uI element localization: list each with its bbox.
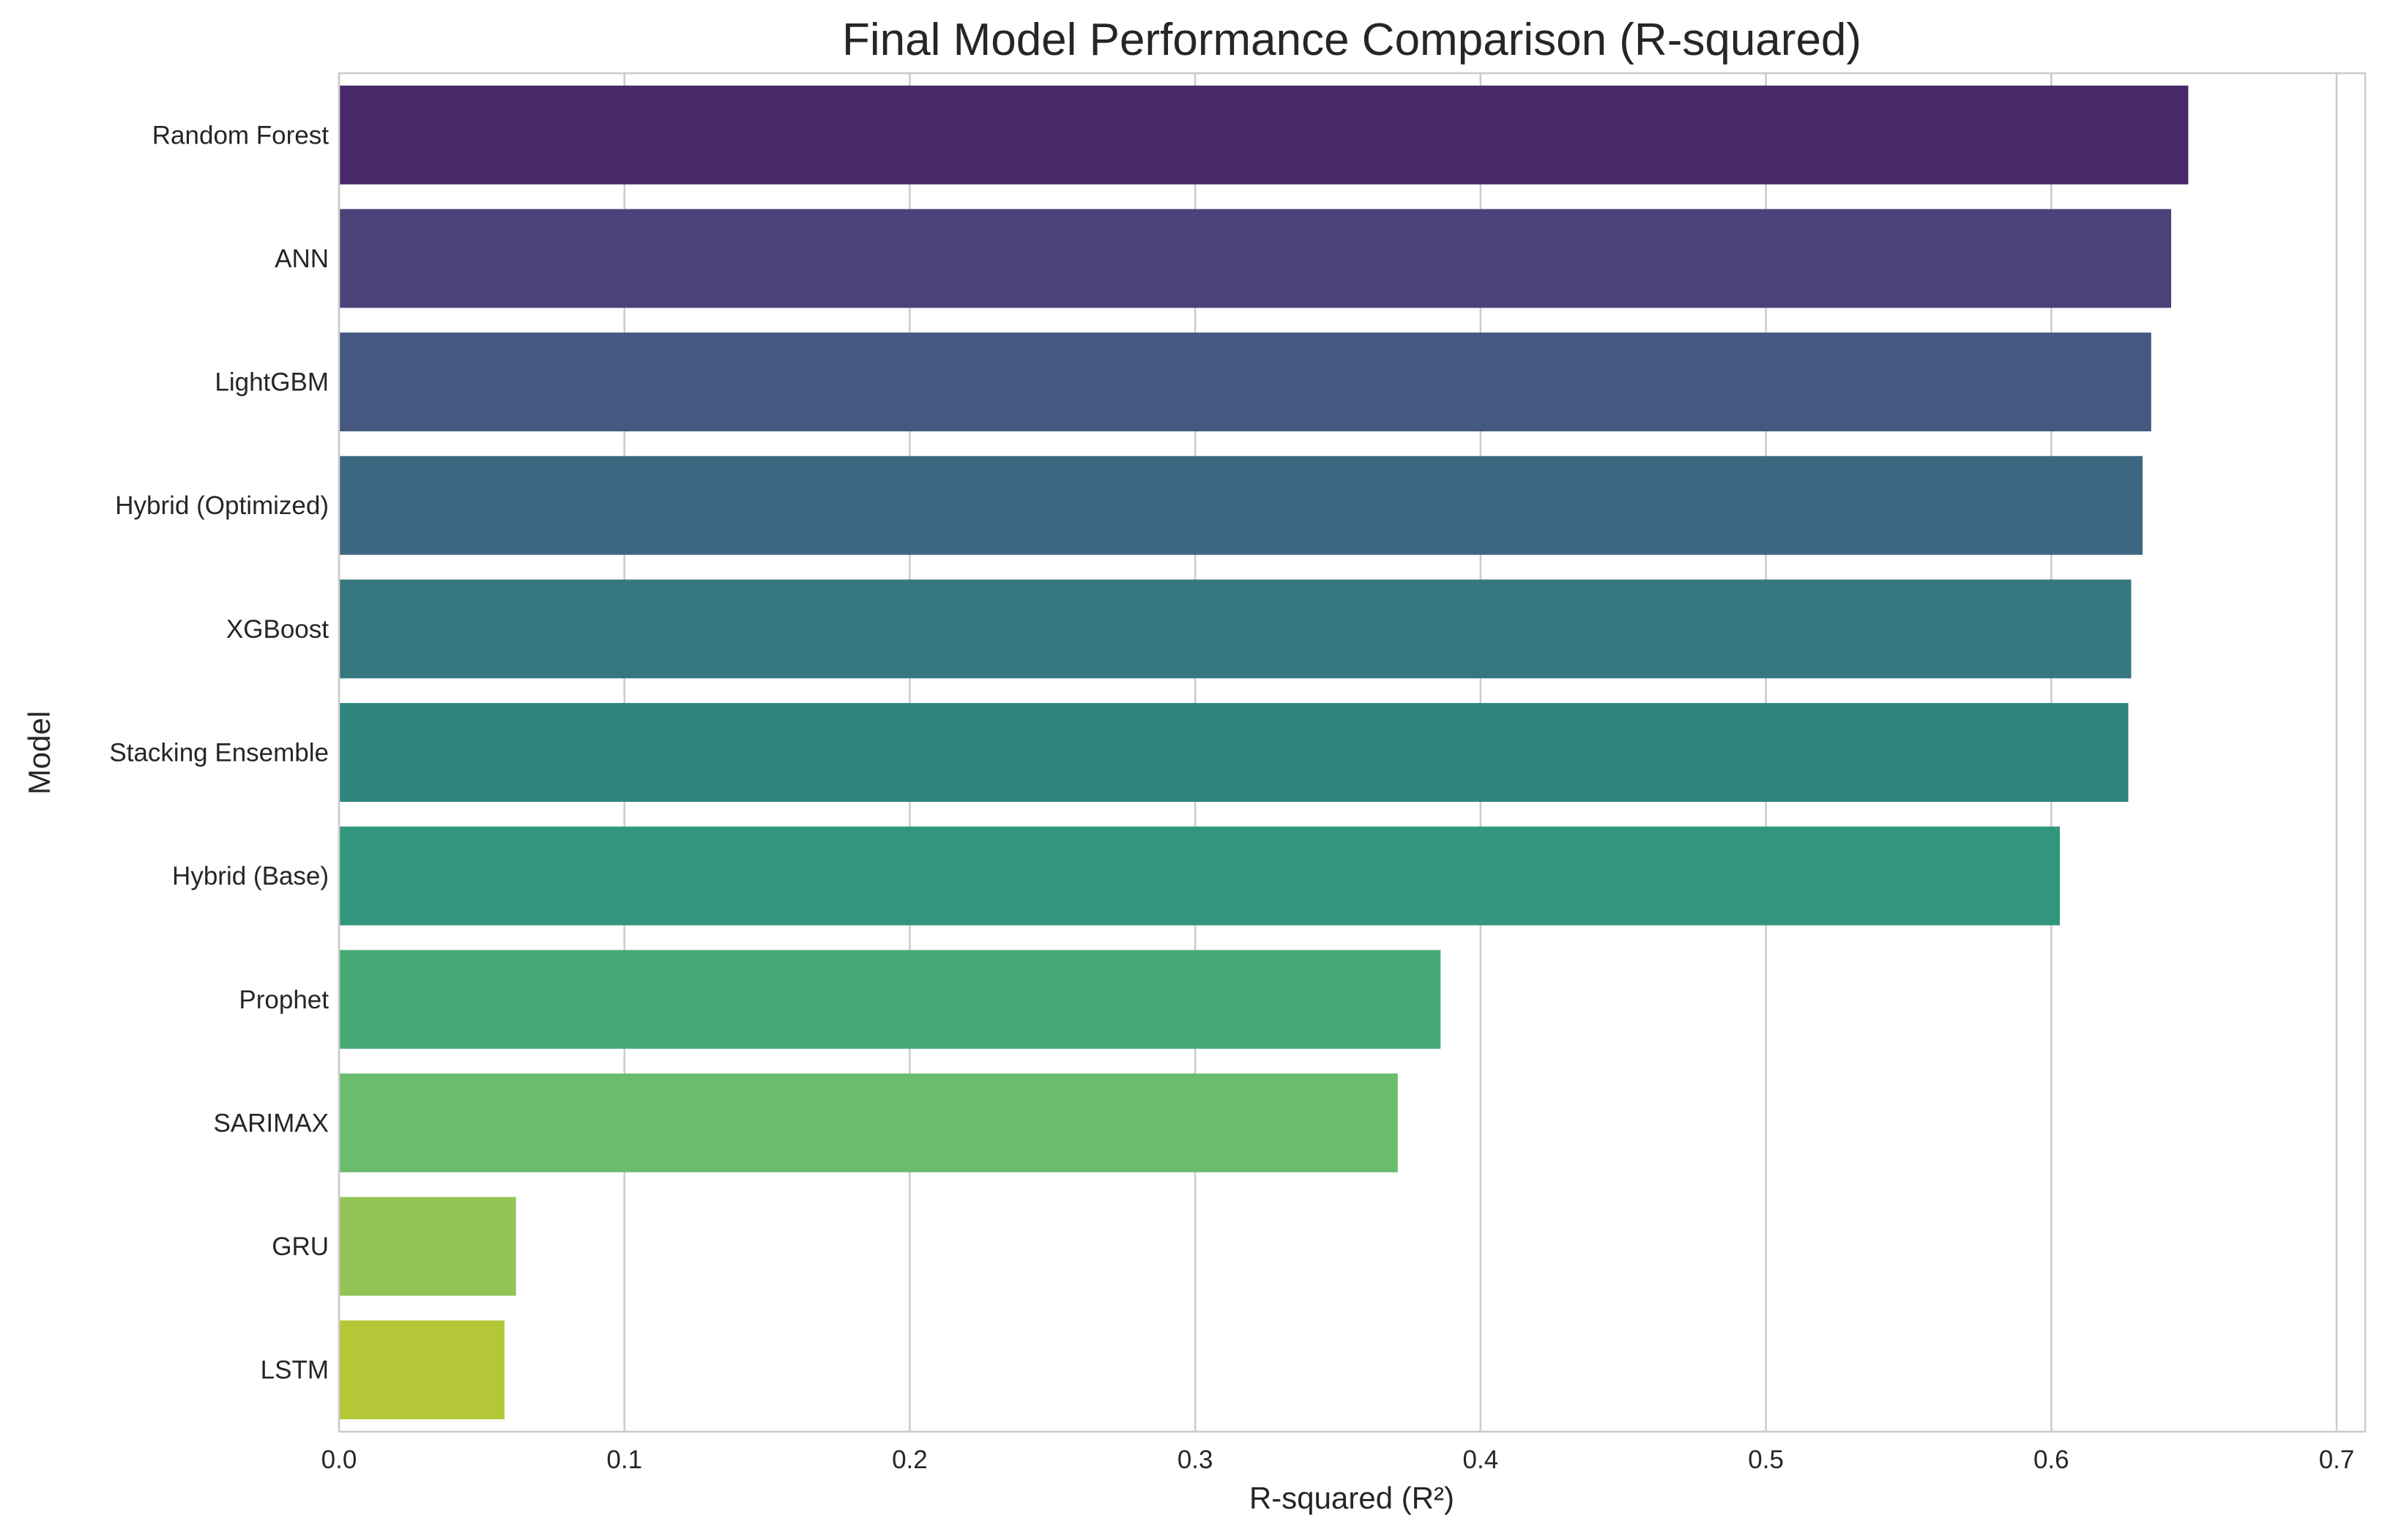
- y-tick-label: GRU: [272, 1232, 329, 1261]
- x-tick-label: 0.3: [1177, 1446, 1213, 1474]
- y-tick-labels: Random Forest ANN LightGBM Hybrid (Optimize…: [109, 121, 329, 1384]
- y-tick-label: XGBoost: [226, 615, 329, 644]
- y-tick-label: Prophet: [239, 986, 329, 1014]
- x-tick-label: 0.2: [892, 1446, 928, 1474]
- x-tick-label: 0.7: [2319, 1446, 2355, 1474]
- y-tick-label: Stacking Ensemble: [109, 739, 329, 767]
- y-tick-label: Random Forest: [152, 121, 329, 149]
- y-tick-label: Hybrid (Base): [172, 862, 329, 890]
- bar-ann: [339, 209, 2171, 308]
- chart-title: Final Model Performance Comparison (R-sq…: [842, 15, 1861, 65]
- bar-lightgbm: [339, 332, 2151, 432]
- x-tick-label: 0.0: [321, 1446, 357, 1474]
- y-tick-label: LightGBM: [215, 368, 329, 397]
- bar-gru: [339, 1197, 516, 1296]
- bar-hybrid-optimized: [339, 455, 2143, 555]
- y-tick-label: SARIMAX: [213, 1109, 329, 1137]
- y-tick-label: LSTM: [261, 1356, 329, 1385]
- bar-random-forest: [339, 85, 2189, 185]
- bar-stacking-ensemble: [339, 703, 2129, 802]
- bar-sarimax: [339, 1073, 1398, 1172]
- x-tick-label: 0.4: [1463, 1446, 1499, 1474]
- y-tick-label: ANN: [275, 245, 329, 273]
- bars: [339, 85, 2189, 1420]
- x-axis-label: R-squared (R²): [1249, 1481, 1454, 1515]
- bar-hybrid-base: [339, 826, 2061, 926]
- x-tick-label: 0.5: [1748, 1446, 1784, 1474]
- y-axis-label: Model: [22, 711, 56, 795]
- y-tick-label: Hybrid (Optimized): [115, 491, 329, 520]
- bar-lstm: [339, 1320, 505, 1420]
- x-tick-label: 0.6: [2033, 1446, 2069, 1474]
- bar-prophet: [339, 950, 1441, 1049]
- plot-frame: [338, 72, 2367, 1433]
- x-tick-label: 0.1: [606, 1446, 642, 1474]
- bar-xgboost: [339, 579, 2132, 679]
- x-tick-labels: 0.0 0.1 0.2 0.3 0.4 0.5 0.6 0.7: [321, 1446, 2355, 1474]
